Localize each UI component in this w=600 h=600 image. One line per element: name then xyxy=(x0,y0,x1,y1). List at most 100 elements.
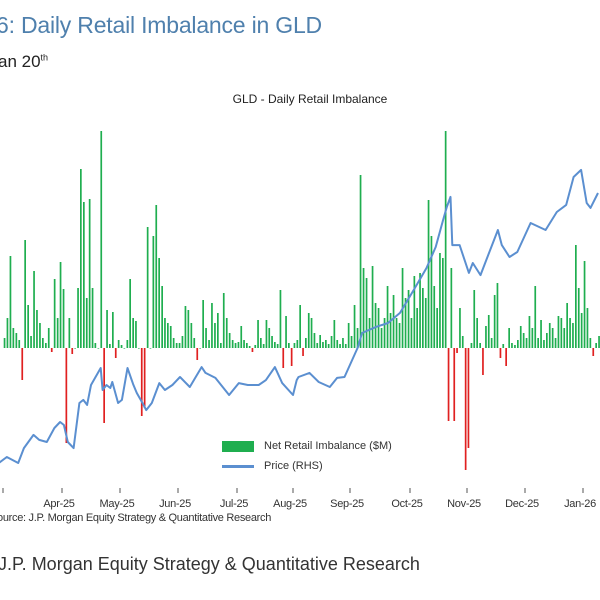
bar-positive xyxy=(374,303,377,348)
legend-item-price: Price (RHS) xyxy=(222,456,392,476)
bar-positive xyxy=(392,295,395,348)
bar-positive xyxy=(279,290,282,348)
bar-positive xyxy=(138,348,140,349)
bar-positive xyxy=(39,323,41,348)
bar-positive xyxy=(214,323,216,348)
bar-positive xyxy=(222,293,225,348)
bar-positive xyxy=(257,320,259,348)
bar-positive xyxy=(296,340,299,348)
bar-positive xyxy=(80,169,82,348)
bar-positive xyxy=(595,343,597,348)
bar-positive xyxy=(554,338,557,348)
bar-positive xyxy=(572,323,574,348)
bar-negative xyxy=(114,348,117,358)
bar-positive xyxy=(310,318,313,348)
bar-positive xyxy=(543,340,545,348)
legend-item-imbalance: Net Retail Imbalance ($M) xyxy=(222,436,392,456)
bar-positive xyxy=(42,338,44,348)
bar-positive xyxy=(202,300,204,348)
bar-positive xyxy=(47,328,50,348)
bar-positive xyxy=(184,306,187,348)
bar-positive xyxy=(470,343,473,348)
bar-positive xyxy=(228,333,231,348)
bar-positive xyxy=(313,333,316,348)
bar-negative xyxy=(50,348,53,352)
bar-positive xyxy=(205,328,207,348)
bar-negative xyxy=(447,348,450,421)
bar-positive xyxy=(211,303,213,348)
bar-negative xyxy=(65,348,68,443)
bar-positive xyxy=(6,318,9,348)
bar-positive xyxy=(598,336,600,348)
bar-positive xyxy=(167,323,169,348)
bar-positive xyxy=(234,343,237,348)
x-tick-label: Jul-25 xyxy=(219,498,249,510)
bar-positive xyxy=(56,318,59,348)
bar-positive xyxy=(91,288,94,348)
bar-positive xyxy=(27,305,29,348)
bar-positive xyxy=(217,313,219,348)
bar-positive xyxy=(178,343,181,348)
bar-positive xyxy=(117,340,120,348)
bar-positive xyxy=(410,318,413,348)
bar-positive xyxy=(433,286,436,348)
bar-negative xyxy=(505,348,507,366)
bar-positive xyxy=(77,288,79,348)
bar-positive xyxy=(569,318,571,348)
bar-positive xyxy=(260,338,262,348)
x-tick-label: Nov-25 xyxy=(447,498,481,510)
bar-positive xyxy=(161,286,163,348)
bar-positive xyxy=(149,348,152,349)
bar-positive xyxy=(59,262,62,348)
bar-positive xyxy=(356,328,359,348)
legend-label: Net Retail Imbalance ($M) xyxy=(264,440,392,452)
bar-negative xyxy=(464,348,467,470)
bar-negative xyxy=(453,348,456,421)
bar-positive xyxy=(190,323,193,348)
bar-positive xyxy=(439,253,441,348)
bar-positive xyxy=(3,338,6,348)
bar-positive xyxy=(112,312,114,348)
bar-negative xyxy=(499,348,502,358)
bar-positive xyxy=(496,283,499,348)
bar-positive xyxy=(106,310,108,348)
bar-negative xyxy=(467,348,470,448)
bar-positive xyxy=(240,326,243,348)
bar-positive xyxy=(265,320,268,348)
bar-positive xyxy=(199,348,201,349)
bar-positive xyxy=(181,336,184,348)
bar-positive xyxy=(88,199,91,348)
bar-positive xyxy=(473,290,476,348)
bar-positive xyxy=(68,318,71,348)
bar-positive xyxy=(459,308,461,348)
bar-positive xyxy=(389,313,392,348)
bar-positive xyxy=(132,318,134,348)
bar-positive xyxy=(225,318,228,348)
bar-negative xyxy=(290,348,293,366)
bar-positive xyxy=(299,305,301,348)
imbalance-bars xyxy=(3,131,600,470)
bar-positive xyxy=(336,340,339,348)
bar-positive xyxy=(430,236,433,348)
bar-positive xyxy=(560,318,563,348)
legend: Net Retail Imbalance ($M) Price (RHS) xyxy=(222,436,392,476)
bar-negative xyxy=(21,348,24,380)
bar-positive xyxy=(359,175,362,348)
bar-positive xyxy=(386,286,389,348)
bar-positive xyxy=(589,338,592,348)
bar-positive xyxy=(537,338,539,348)
bar-positive xyxy=(404,298,407,348)
bar-positive xyxy=(461,336,464,348)
chart-title: GLD - Daily Retail Imbalance xyxy=(232,92,388,106)
bar-positive xyxy=(85,298,88,348)
bar-positive xyxy=(18,340,21,348)
bar-positive xyxy=(583,261,586,348)
bar-positive xyxy=(152,236,155,348)
price-line xyxy=(0,168,599,464)
bar-positive xyxy=(120,345,123,348)
bar-positive xyxy=(9,256,12,348)
bar-positive xyxy=(330,336,333,348)
bar-positive xyxy=(525,338,528,348)
legend-label: Price (RHS) xyxy=(264,460,323,472)
bar-negative xyxy=(251,348,254,352)
